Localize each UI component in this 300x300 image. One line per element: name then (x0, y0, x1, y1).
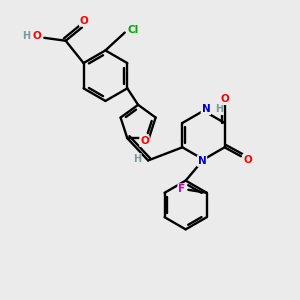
Text: O: O (140, 136, 149, 146)
Text: H: H (22, 31, 30, 41)
Text: O: O (32, 31, 41, 41)
Text: O: O (243, 155, 252, 165)
Text: N: N (202, 104, 210, 114)
Text: F: F (178, 184, 185, 194)
Text: O: O (221, 94, 230, 104)
Text: N: N (198, 156, 206, 166)
Text: H: H (133, 154, 141, 164)
Text: O: O (80, 16, 88, 26)
Text: Cl: Cl (128, 25, 139, 34)
Text: H: H (215, 104, 223, 114)
